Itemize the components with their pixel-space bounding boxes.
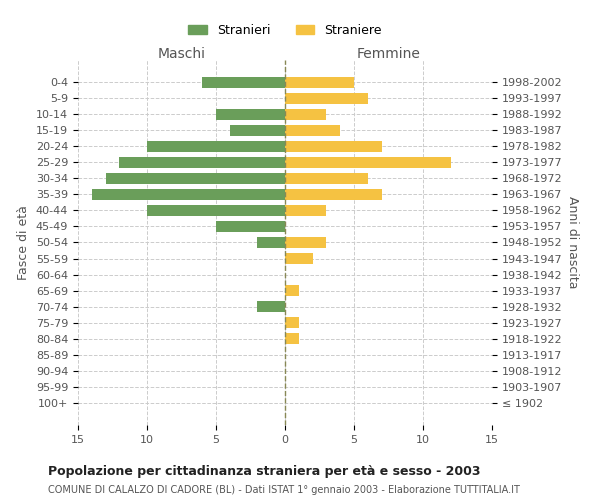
Bar — [285, 92, 368, 104]
Bar — [285, 140, 382, 152]
Bar — [106, 173, 285, 184]
Bar — [285, 76, 354, 88]
Bar — [230, 124, 285, 136]
Text: Popolazione per cittadinanza straniera per età e sesso - 2003: Popolazione per cittadinanza straniera p… — [48, 465, 481, 478]
Bar — [285, 333, 299, 344]
Bar — [147, 205, 285, 216]
Bar — [285, 253, 313, 264]
Bar — [216, 108, 285, 120]
Bar — [285, 205, 326, 216]
Bar — [216, 221, 285, 232]
Text: Maschi: Maschi — [158, 48, 206, 62]
Bar — [92, 189, 285, 200]
Bar — [285, 173, 368, 184]
Bar — [285, 156, 451, 168]
Text: Femmine: Femmine — [356, 48, 421, 62]
Bar — [285, 285, 299, 296]
Bar — [257, 237, 285, 248]
Bar — [285, 124, 340, 136]
Bar — [285, 317, 299, 328]
Bar — [285, 189, 382, 200]
Bar — [285, 237, 326, 248]
Bar — [202, 76, 285, 88]
Text: COMUNE DI CALALZO DI CADORE (BL) - Dati ISTAT 1° gennaio 2003 - Elaborazione TUT: COMUNE DI CALALZO DI CADORE (BL) - Dati … — [48, 485, 520, 495]
Y-axis label: Fasce di età: Fasce di età — [17, 205, 31, 280]
Bar — [285, 108, 326, 120]
Bar — [119, 156, 285, 168]
Bar — [257, 301, 285, 312]
Y-axis label: Anni di nascita: Anni di nascita — [566, 196, 579, 289]
Legend: Stranieri, Straniere: Stranieri, Straniere — [183, 19, 387, 42]
Bar — [147, 140, 285, 152]
